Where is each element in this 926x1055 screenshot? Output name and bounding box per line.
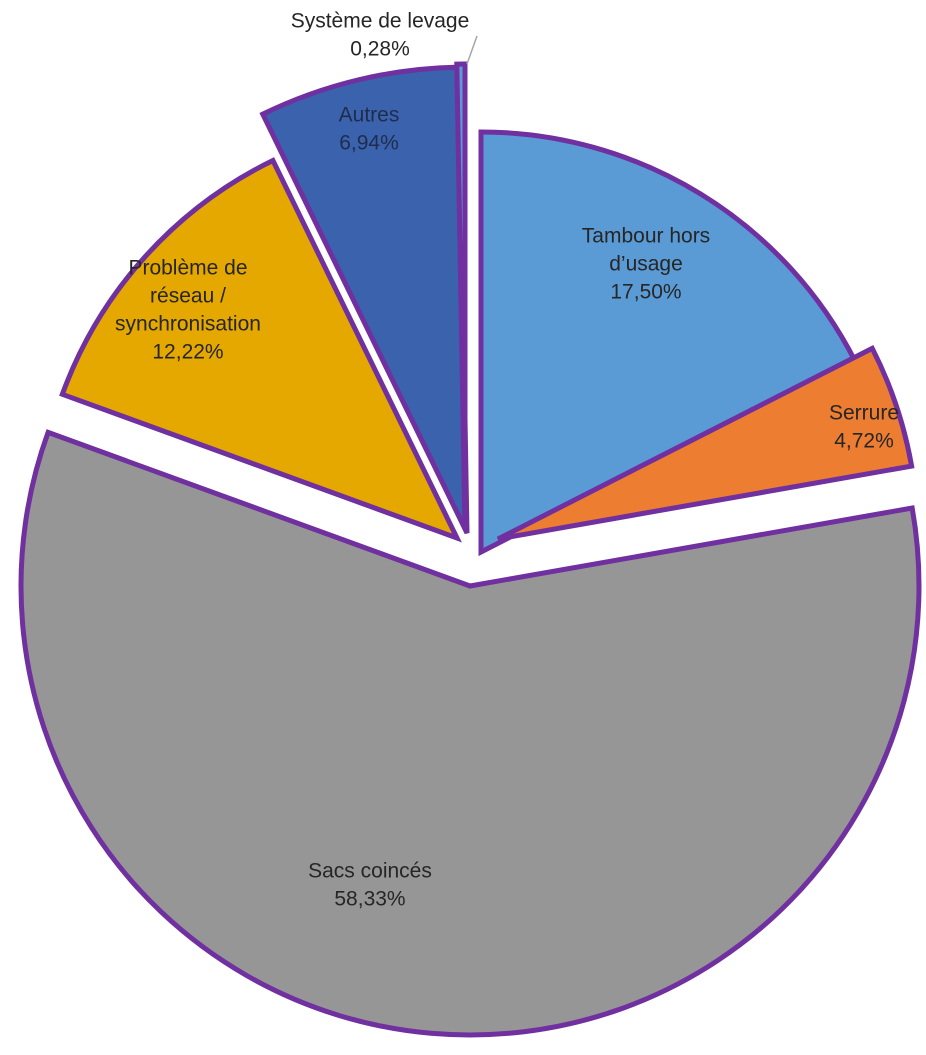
- slice-label-tambour-hors-d-usage: Tambour hors: [582, 225, 710, 248]
- value-label-systeme-de-levage: 0,28%: [350, 38, 410, 61]
- slice-label-probleme-de-reseau-synchronisation: Problème de: [128, 257, 247, 280]
- slice-label-autres: Autres: [339, 104, 400, 127]
- pie-slice-systeme-de-levage: [454, 61, 468, 531]
- pie-slice-probleme-de-reseau-synchronisation: [59, 157, 462, 543]
- slice-label-probleme-de-reseau-synchronisation: réseau /: [150, 285, 226, 308]
- slice-label-serrure: Serrure: [829, 402, 899, 425]
- value-label-sacs-coinces: 58,33%: [334, 888, 405, 911]
- slice-label-sacs-coinces: Sacs coincés: [308, 860, 432, 883]
- pie-slice-serrure: [496, 345, 915, 542]
- value-label-probleme-de-reseau-synchronisation: 12,22%: [152, 341, 223, 364]
- value-label-tambour-hors-d-usage: 17,50%: [610, 281, 681, 304]
- pie-slice-sacs-coinces: [18, 429, 922, 1038]
- value-label-autres: 6,94%: [339, 132, 399, 155]
- slice-label-probleme-de-reseau-synchronisation: synchronisation: [115, 313, 261, 336]
- pie-slice-autres: [259, 64, 470, 535]
- slice-label-systeme-de-levage: Système de levage: [291, 10, 470, 33]
- leader-line-systeme-de-levage: [466, 35, 478, 65]
- pie-slice-tambour-hors-d-usage: [478, 129, 859, 557]
- value-label-serrure: 4,72%: [834, 430, 894, 453]
- slice-label-tambour-hors-d-usage: d’usage: [609, 253, 683, 276]
